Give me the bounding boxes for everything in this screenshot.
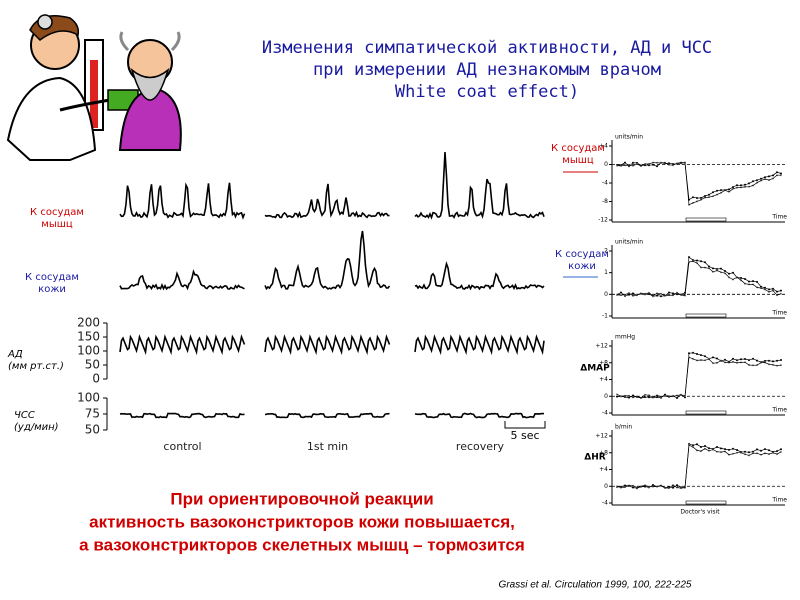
panel-trace <box>616 443 782 489</box>
panel-trace <box>616 162 782 201</box>
tick-label: 0 <box>604 161 608 168</box>
trace <box>119 182 246 220</box>
tick-label: -12 <box>598 217 608 224</box>
tick-label: 0 <box>92 372 100 386</box>
row-label: (мм рт.ст.) <box>8 361 64 372</box>
panel-trace <box>616 352 782 399</box>
panel-trace <box>616 256 782 297</box>
trace <box>414 412 545 419</box>
conclusion: а вазоконстрикторов скелетных мышц – тор… <box>79 535 525 554</box>
panel-label: кожи <box>568 261 596 272</box>
tick-label: +8 <box>599 359 608 366</box>
visit-marker <box>685 410 727 415</box>
tick-label: +12 <box>595 433 608 440</box>
tick-label: 100 <box>77 391 100 405</box>
slide-title: White coat effect) <box>395 82 579 102</box>
scale-bar <box>504 421 546 429</box>
trace <box>264 230 391 291</box>
panel-label: К сосудам <box>551 143 605 154</box>
panel-label: ΔHR <box>584 453 605 463</box>
tick-label: -4 <box>602 180 608 187</box>
conclusion: активность вазоконстрикторов кожи повыша… <box>89 512 515 531</box>
visit-marker <box>685 313 727 318</box>
trace <box>264 183 390 219</box>
citation: Grassi et al. Circulation 1999, 100, 222… <box>499 580 692 591</box>
panel-label: К сосудам <box>555 249 609 260</box>
conclusion: При ориентировочной реакции <box>170 489 433 508</box>
unit-label: b/min <box>615 424 632 431</box>
tick-label: -4 <box>602 410 608 417</box>
tick-label: +8 <box>599 449 608 456</box>
trace <box>414 151 545 220</box>
tick-label: 1 <box>604 269 608 276</box>
tick-label: +4 <box>599 143 608 150</box>
tick-label: 50 <box>85 358 100 372</box>
x-label: Time <box>771 310 787 317</box>
tick-label: 200 <box>77 316 100 330</box>
trace <box>119 334 246 356</box>
slide-title: при измерении АД незнакомым врачом <box>313 60 661 80</box>
tick-label: -1 <box>602 313 608 320</box>
column-label: recovery <box>456 440 505 453</box>
tick-label: 100 <box>77 344 100 358</box>
tick-label: -8 <box>602 198 608 205</box>
slide-title: Изменения симпатической активности, АД и… <box>262 38 712 58</box>
x-label: Time <box>771 407 787 414</box>
trace <box>264 412 390 419</box>
row-label: К сосудам <box>30 207 84 218</box>
row-label: К сосудам <box>25 272 79 283</box>
row-label: кожи <box>38 284 66 295</box>
tick-label: 75 <box>85 407 100 421</box>
panel-trace <box>616 356 782 399</box>
tick-label: 150 <box>77 330 100 344</box>
trace <box>119 412 245 419</box>
visit-marker <box>685 500 727 505</box>
visit-marker <box>685 217 727 222</box>
column-label: control <box>163 440 201 453</box>
tick-label: +4 <box>599 466 608 473</box>
trace <box>414 260 545 291</box>
unit-label: units/min <box>615 239 643 246</box>
trace <box>414 334 545 356</box>
tick-label: +12 <box>595 343 608 350</box>
unit-label: units/min <box>615 134 643 141</box>
tick-label: +4 <box>599 376 608 383</box>
panel-trace <box>616 260 782 297</box>
tick-label: 0 <box>604 291 608 298</box>
scale-bar-label: 5 sec <box>510 429 539 442</box>
tick-label: 0 <box>604 483 608 490</box>
panel-trace <box>616 162 781 206</box>
x-label: Time <box>771 214 787 221</box>
tick-label: -4 <box>602 500 608 507</box>
x-note: Doctor's visit <box>680 509 720 516</box>
trace <box>264 334 391 356</box>
unit-label: mmHg <box>615 334 635 341</box>
trace <box>119 269 245 291</box>
tick-label: 2 <box>604 248 608 255</box>
row-label: (уд/мин) <box>14 422 59 433</box>
panel-trace <box>616 444 782 489</box>
column-label: 1st min <box>307 440 348 453</box>
cartoon <box>6 14 182 161</box>
row-label: мышц <box>41 219 73 230</box>
row-label: ЧСС <box>14 410 35 421</box>
tick-label: 0 <box>604 393 608 400</box>
panel-label: ΔMAP <box>580 364 610 374</box>
panel-label: мышц <box>562 155 594 166</box>
tick-label: 50 <box>85 423 100 437</box>
x-label: Time <box>771 497 787 504</box>
row-label: АД <box>7 349 23 360</box>
